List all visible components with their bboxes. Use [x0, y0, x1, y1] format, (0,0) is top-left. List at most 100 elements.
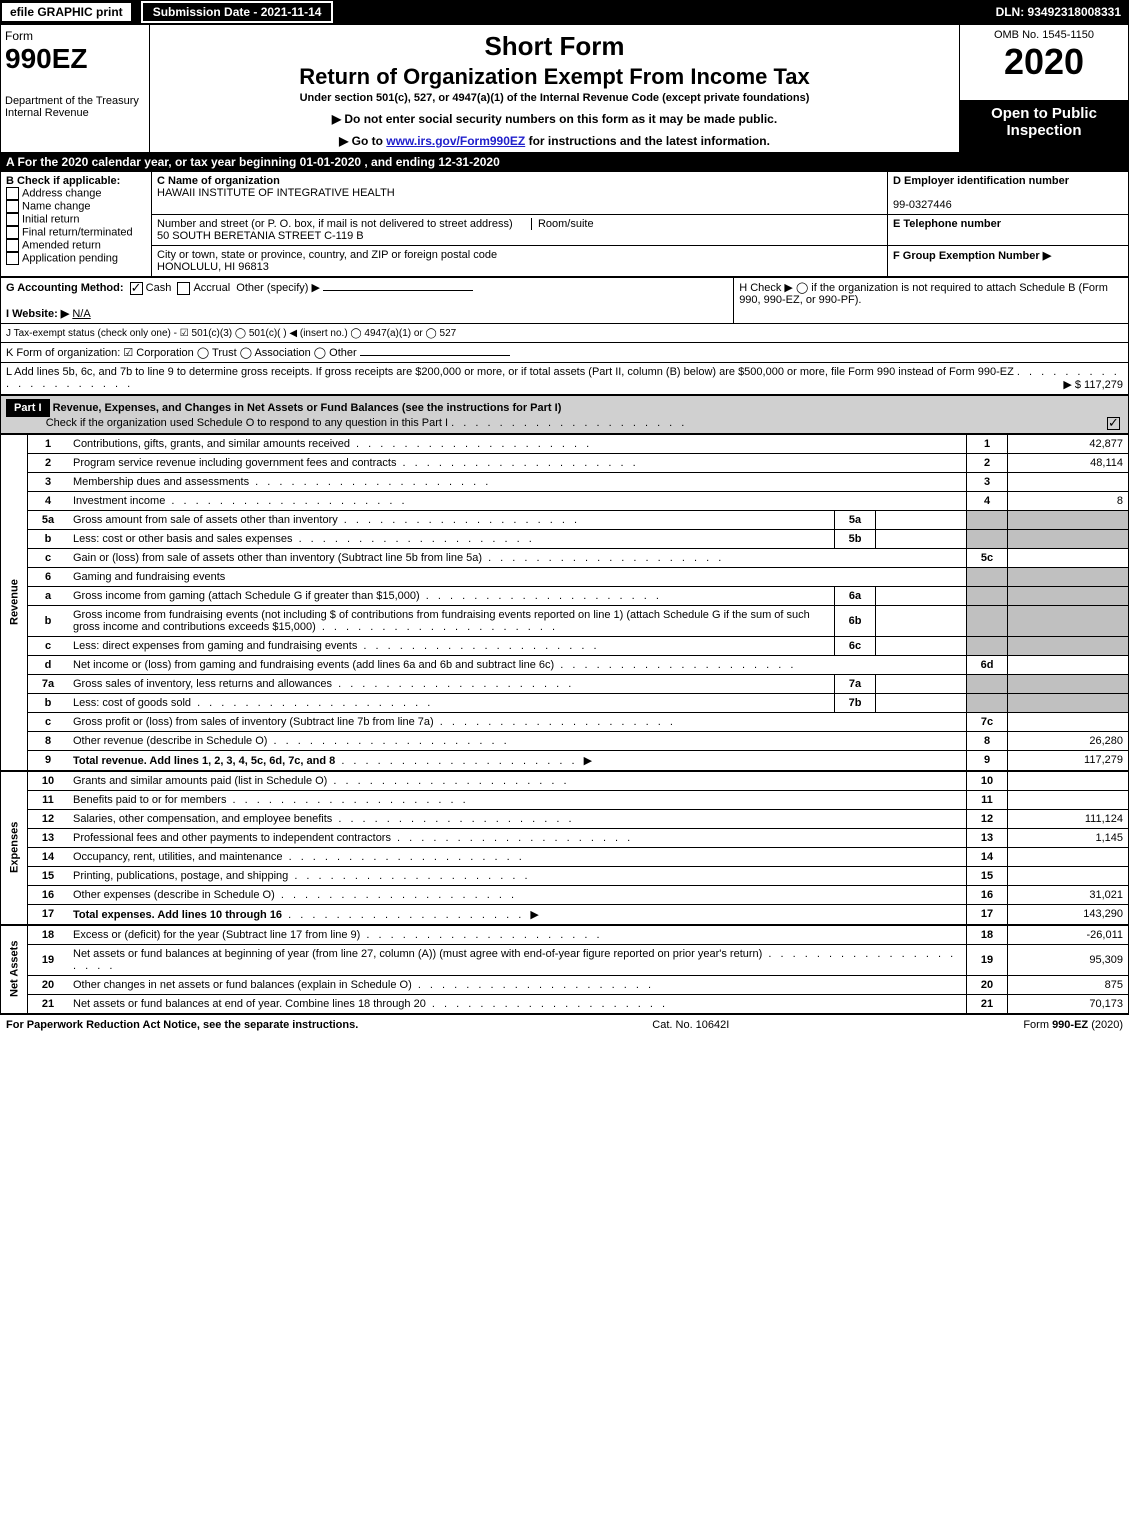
line-number: 16: [28, 885, 69, 904]
line-row: 19Net assets or fund balances at beginni…: [1, 944, 1129, 975]
right-amount-gray: [1008, 586, 1129, 605]
line-desc: Other changes in net assets or fund bala…: [68, 975, 967, 994]
check-final-return[interactable]: [6, 226, 19, 239]
line-number: 8: [28, 731, 69, 750]
line-number: 15: [28, 866, 69, 885]
check-name-change[interactable]: [6, 200, 19, 213]
street-label: Number and street (or P. O. box, if mail…: [157, 218, 513, 230]
line-amount: 95,309: [1008, 944, 1129, 975]
line-row: 20Other changes in net assets or fund ba…: [1, 975, 1129, 994]
line-number: 6: [28, 567, 69, 586]
under-section: Under section 501(c), 527, or 4947(a)(1)…: [154, 92, 955, 104]
line-amount: [1008, 548, 1129, 567]
line-row: 16Other expenses (describe in Schedule O…: [1, 885, 1129, 904]
line-amount: 117,279: [1008, 750, 1129, 770]
omb-number: OMB No. 1545-1150: [964, 29, 1124, 41]
org-name: HAWAII INSTITUTE OF INTEGRATIVE HEALTH: [157, 187, 395, 199]
line-desc: Less: direct expenses from gaming and fu…: [68, 636, 835, 655]
line-row: 17Total expenses. Add lines 10 through 1…: [1, 904, 1129, 924]
goto-suffix: for instructions and the latest informat…: [529, 134, 770, 148]
line-row: 4Investment income48: [1, 491, 1129, 510]
line-desc: Net assets or fund balances at end of ye…: [68, 994, 967, 1013]
check-amended-return[interactable]: [6, 239, 19, 252]
city-label: City or town, state or province, country…: [157, 249, 497, 261]
check-accrual[interactable]: [177, 282, 190, 295]
line-k-other-input[interactable]: [360, 355, 510, 356]
line-i-label: I Website: ▶: [6, 308, 69, 320]
line-amount: 875: [1008, 975, 1129, 994]
line-desc: Benefits paid to or for members: [68, 790, 967, 809]
line-desc: Printing, publications, postage, and shi…: [68, 866, 967, 885]
line-desc: Gaming and fundraising events: [68, 567, 967, 586]
line-amount: [1008, 866, 1129, 885]
line-amount: [1008, 847, 1129, 866]
sub-line-number: 6a: [835, 586, 876, 605]
line-l-amount: ▶ $ 117,279: [1063, 378, 1123, 391]
line-g-label: G Accounting Method:: [6, 282, 124, 294]
sub-line-number: 5a: [835, 510, 876, 529]
right-amount-gray: [1008, 510, 1129, 529]
irs-link[interactable]: www.irs.gov/Form990EZ: [386, 134, 525, 148]
right-amount-gray: [1008, 567, 1129, 586]
netassets-table: Net Assets18Excess or (deficit) for the …: [0, 925, 1129, 1014]
efile-label[interactable]: efile GRAPHIC print: [0, 1, 133, 23]
right-lineno-gray: [967, 636, 1008, 655]
sub-line-number: 6b: [835, 605, 876, 636]
right-lineno: 18: [967, 925, 1008, 944]
ein-value: 99-0327446: [893, 199, 952, 211]
line-desc: Grants and similar amounts paid (list in…: [68, 771, 967, 790]
right-lineno: 13: [967, 828, 1008, 847]
check-address-change[interactable]: [6, 187, 19, 200]
expenses-table: Expenses10Grants and similar amounts pai…: [0, 771, 1129, 925]
check-initial-return[interactable]: [6, 213, 19, 226]
right-lineno-gray: [967, 586, 1008, 605]
right-lineno: 17: [967, 904, 1008, 924]
line-number: 7a: [28, 674, 69, 693]
line-desc: Other expenses (describe in Schedule O): [68, 885, 967, 904]
goto-prefix: ▶ Go to: [339, 134, 386, 148]
line-amount: 143,290: [1008, 904, 1129, 924]
line-number: 9: [28, 750, 69, 770]
sub-amount: [876, 586, 967, 605]
check-application-pending[interactable]: [6, 252, 19, 265]
line-j-text: J Tax-exempt status (check only one) - ☑…: [6, 328, 456, 339]
line-amount: [1008, 771, 1129, 790]
line-desc: Net income or (loss) from gaming and fun…: [68, 655, 967, 674]
label-name-change: Name change: [22, 200, 91, 212]
right-lineno: 9: [967, 750, 1008, 770]
right-lineno: 4: [967, 491, 1008, 510]
right-amount-gray: [1008, 636, 1129, 655]
line-number: b: [28, 605, 69, 636]
label-accrual: Accrual: [193, 282, 230, 294]
line-desc: Excess or (deficit) for the year (Subtra…: [68, 925, 967, 944]
line-desc: Contributions, gifts, grants, and simila…: [68, 434, 967, 453]
part1-title: Revenue, Expenses, and Changes in Net As…: [53, 402, 562, 414]
line-desc: Less: cost or other basis and sales expe…: [68, 529, 835, 548]
revenue-table: Revenue1Contributions, gifts, grants, an…: [0, 434, 1129, 771]
sub-line-number: 6c: [835, 636, 876, 655]
line-row: Net Assets18Excess or (deficit) for the …: [1, 925, 1129, 944]
line-amount: -26,011: [1008, 925, 1129, 944]
box-d-label: D Employer identification number: [893, 175, 1069, 187]
right-lineno: 7c: [967, 712, 1008, 731]
line-desc: Occupancy, rent, utilities, and maintena…: [68, 847, 967, 866]
box-b-title: B Check if applicable:: [6, 175, 120, 187]
check-part1-schedule-o[interactable]: [1107, 417, 1120, 430]
right-amount-gray: [1008, 529, 1129, 548]
box-c-label: C Name of organization: [157, 175, 280, 187]
submission-date: Submission Date - 2021-11-14: [141, 1, 334, 23]
other-specify-input[interactable]: [323, 290, 473, 291]
line-desc: Gain or (loss) from sale of assets other…: [68, 548, 967, 567]
line-row: bGross income from fundraising events (n…: [1, 605, 1129, 636]
part1-check-text: Check if the organization used Schedule …: [46, 417, 448, 429]
line-number: 20: [28, 975, 69, 994]
check-cash[interactable]: [130, 282, 143, 295]
line-number: 18: [28, 925, 69, 944]
right-lineno-gray: [967, 529, 1008, 548]
box-e-label: E Telephone number: [893, 218, 1001, 230]
line-number: 1: [28, 434, 69, 453]
part1-header-table: Part I Revenue, Expenses, and Changes in…: [0, 395, 1129, 434]
line-row: 15Printing, publications, postage, and s…: [1, 866, 1129, 885]
open-public-box: Open to Public Inspection: [960, 101, 1129, 153]
line-amount: [1008, 655, 1129, 674]
